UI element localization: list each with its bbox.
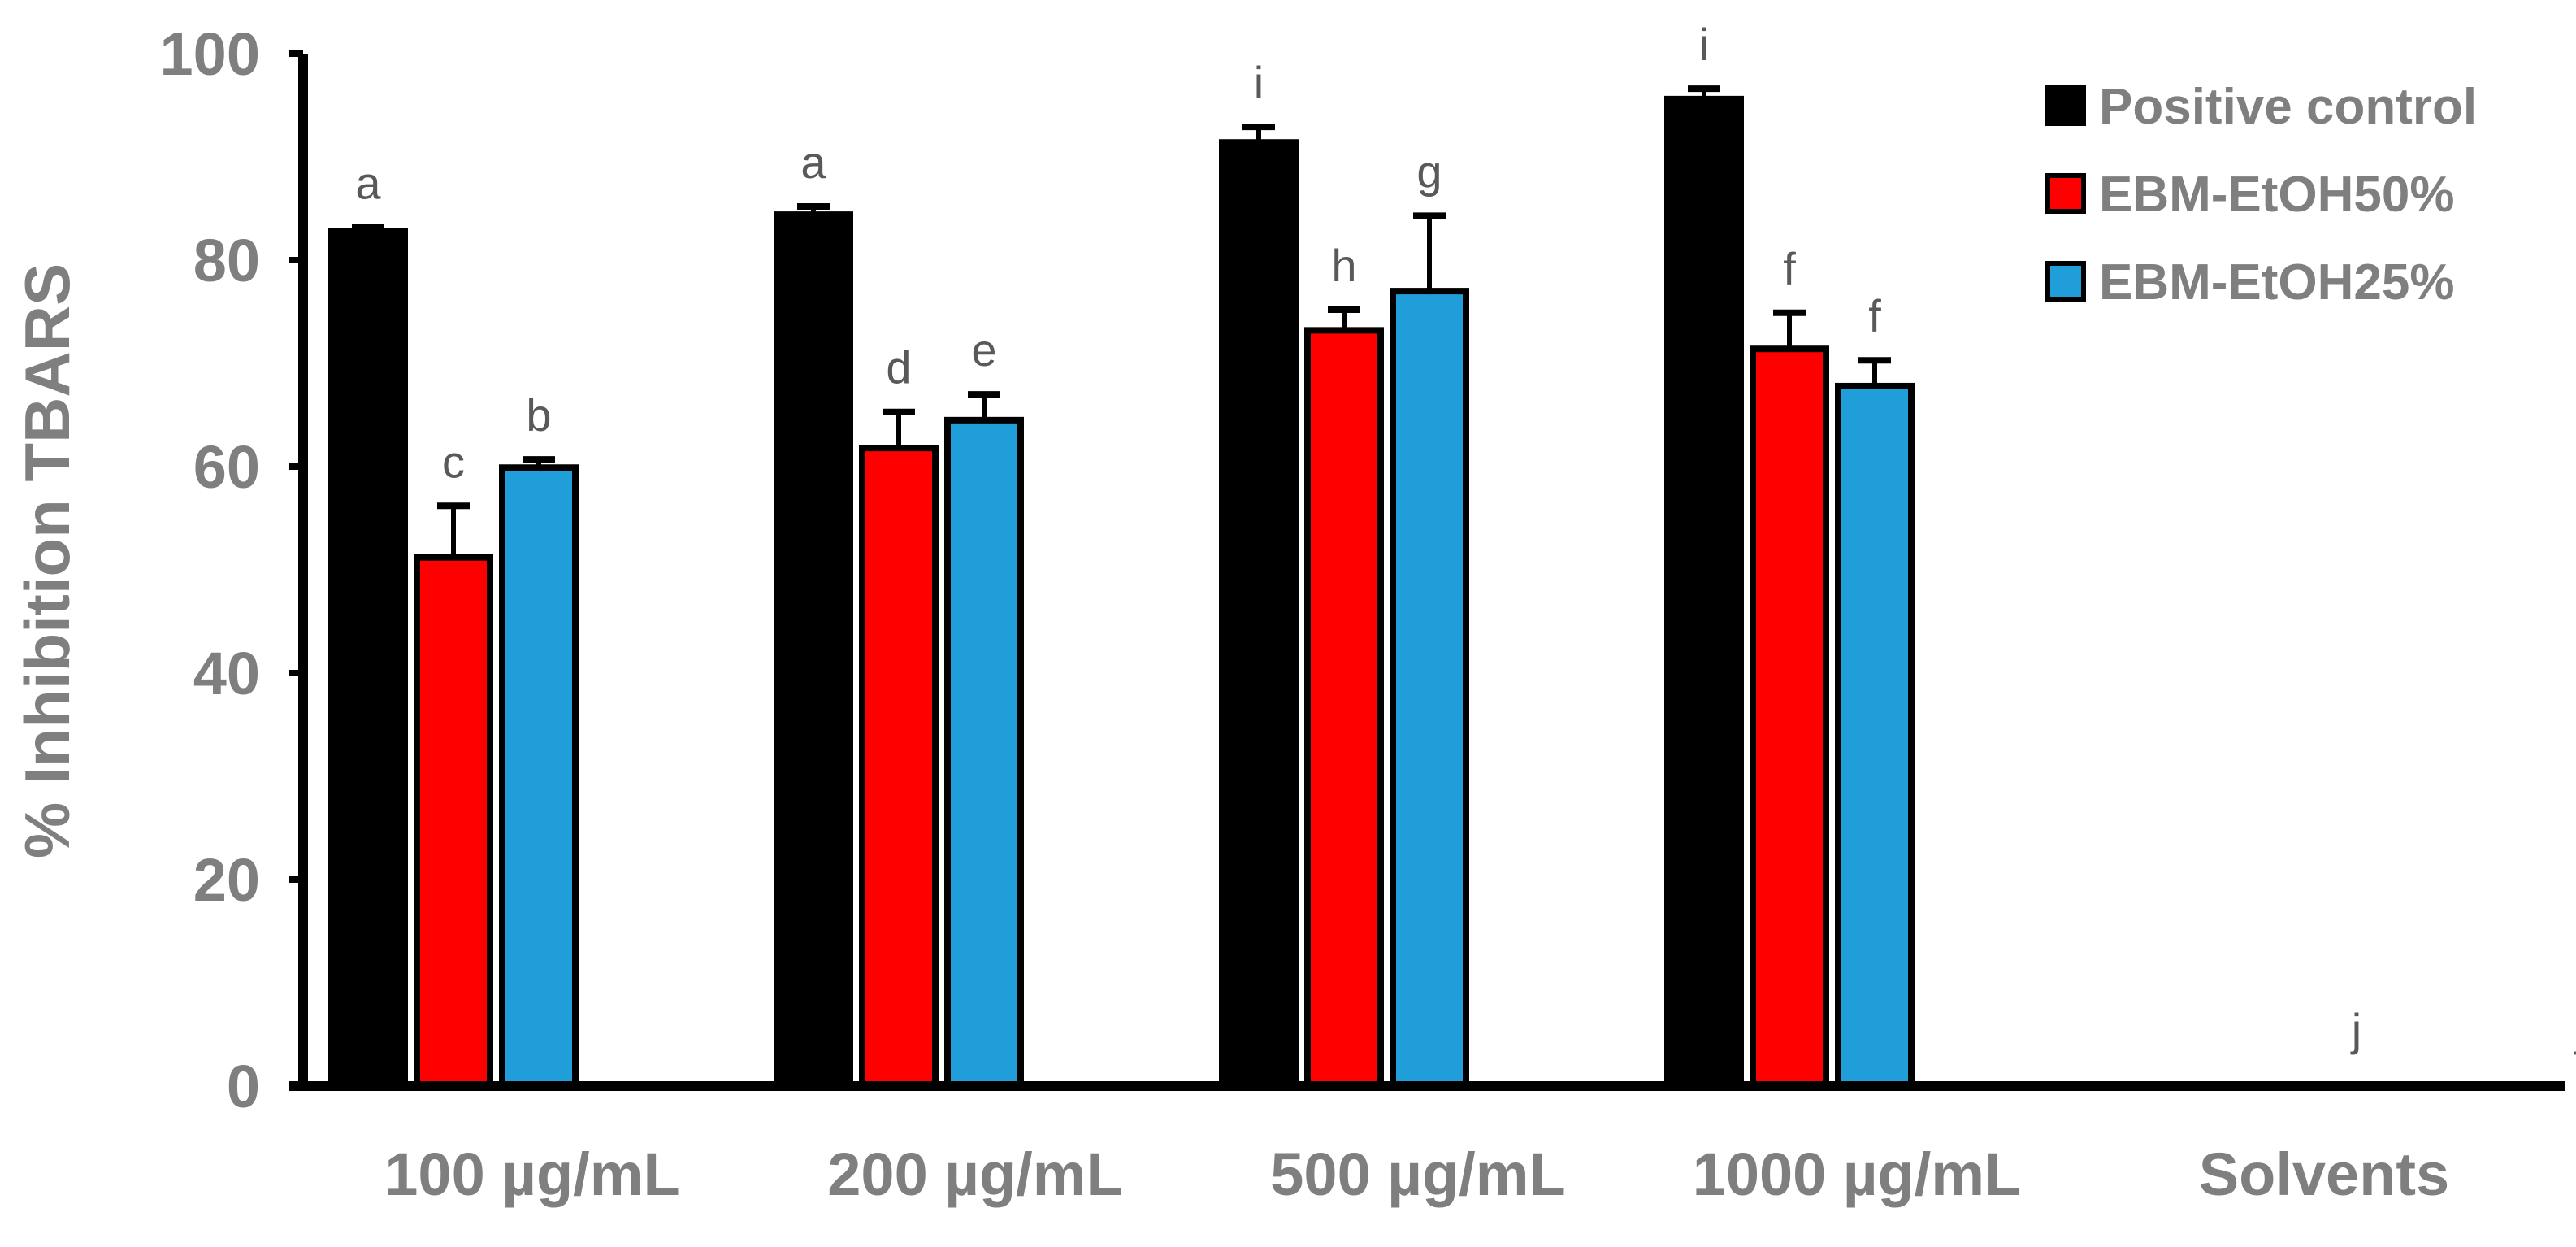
axes-layer [289, 54, 2565, 1091]
significance-label: e [971, 324, 996, 376]
bar-ebm-etoh25-1000-g-ml [1835, 382, 1915, 1089]
legend-swatch-positive-control [2045, 85, 2086, 126]
bar-ebm-etoh50-100-g-ml [414, 554, 493, 1089]
y-tick-label: 80 [193, 227, 260, 294]
category-label: 500 µg/mL [1270, 1141, 1565, 1208]
significance-label: j [2350, 1004, 2361, 1055]
legend-label-ebm-etoh25: EBM-EtOH25% [2099, 254, 2455, 311]
category-label: 100 µg/mL [384, 1141, 679, 1208]
bar-positive-control-500-g-ml [1219, 139, 1299, 1090]
bar-ebm-etoh25-100-g-ml [499, 464, 579, 1089]
error-bars-layer [352, 85, 1891, 558]
bar-ebm-etoh50-500-g-ml [1304, 327, 1384, 1089]
bar-ebm-etoh50-1000-g-ml [1750, 345, 1829, 1090]
bar-positive-control-1000-g-ml [1664, 95, 1744, 1089]
legend: Positive control EBM-EtOH50% EBM-EtOH25% [2045, 79, 2477, 311]
significance-label: i [1254, 57, 1264, 108]
significance-label: c [442, 436, 465, 487]
bar-ebm-etoh25-500-g-ml [1390, 288, 1469, 1090]
significance-label: f [1783, 243, 1796, 294]
bar-positive-control-100-g-ml [328, 228, 408, 1090]
legend-label-ebm-etoh50: EBM-EtOH50% [2099, 167, 2455, 223]
bar-ebm-etoh25-200-g-ml [944, 416, 1024, 1089]
y-tick-label: 20 [193, 846, 260, 914]
category-label: 200 µg/mL [827, 1141, 1122, 1208]
significance-label: h [1331, 240, 1356, 291]
x-labels-layer: 100 µg/mL 200 µg/mL 500 µg/mL 1000 µg/mL Sol… [384, 1141, 2449, 1208]
significance-label: i [1699, 19, 1709, 70]
significance-label: g [1416, 146, 1442, 197]
significance-label: d [886, 342, 911, 393]
significance-label: f [1868, 290, 1881, 341]
significance-labels-layer: a c b a d e i h g i f f j j [355, 19, 2576, 1055]
bar-ebm-etoh50-200-g-ml [859, 445, 939, 1089]
significance-label: a [800, 137, 826, 188]
significance-label: b [526, 389, 551, 441]
category-label: Solvents [2199, 1141, 2449, 1208]
y-tick-label: 0 [227, 1053, 260, 1120]
bars-layer [328, 95, 1915, 1090]
significance-label: j [2574, 1004, 2576, 1055]
category-label: 1000 µg/mL [1693, 1141, 2022, 1208]
y-axis-title: % Inhibition TBARS [11, 263, 83, 858]
y-tick-label: 60 [193, 433, 260, 501]
legend-swatch-ebm-etoh25 [2045, 261, 2086, 302]
legend-swatch-ebm-etoh50 [2045, 173, 2086, 214]
y-tick-label: 40 [193, 640, 260, 707]
significance-label: a [355, 157, 381, 208]
bar-positive-control-200-g-ml [774, 211, 853, 1089]
y-ticks-layer: 0 20 40 60 80 100 [160, 20, 303, 1120]
y-tick-label: 100 [160, 20, 260, 88]
legend-label-positive-control: Positive control [2099, 79, 2477, 135]
